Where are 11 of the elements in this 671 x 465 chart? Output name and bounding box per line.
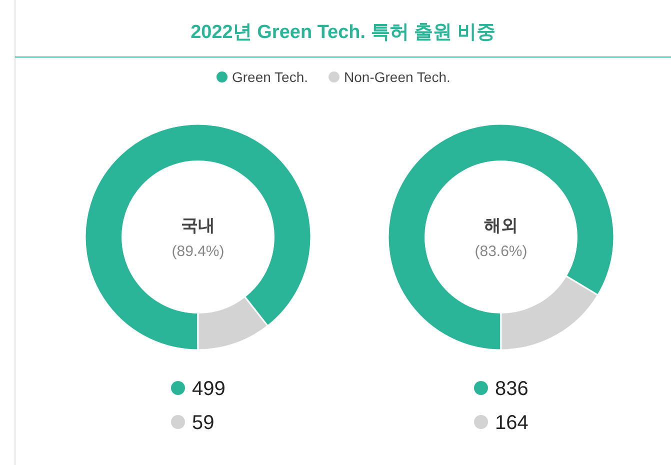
legend-label: Non-Green Tech.	[344, 69, 450, 85]
text: 해외	[484, 216, 518, 235]
data-label: 499	[192, 378, 226, 400]
data-label: 59	[192, 412, 214, 434]
text: 2022년 Green Tech. 특허 출원 비중	[190, 22, 496, 43]
legend-label: Green Tech.	[232, 69, 308, 85]
text: (83.6%)	[474, 243, 528, 260]
data-label: 164	[495, 412, 528, 434]
text: (89.4%)	[172, 243, 224, 260]
data-label: 836	[495, 378, 528, 400]
text: 국내	[181, 216, 215, 235]
